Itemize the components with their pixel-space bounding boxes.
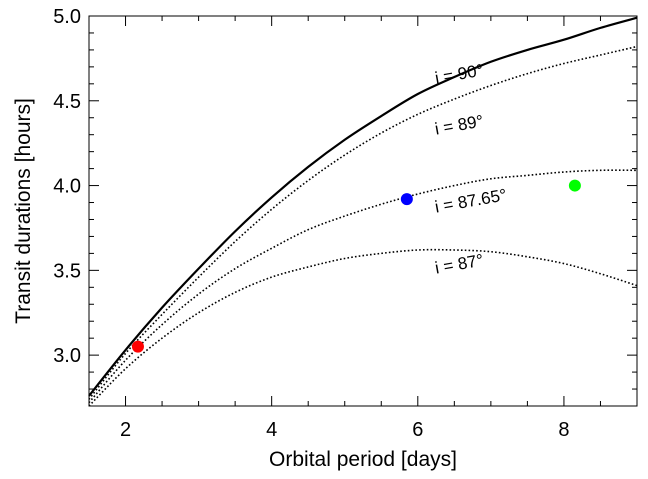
- data-point-2: [568, 179, 581, 192]
- y-axis-label: Transit durations [hours]: [12, 98, 35, 324]
- y-tick-label: 3.5: [53, 260, 81, 282]
- x-tick-label: 2: [120, 419, 131, 441]
- plot-frame-group: [88, 15, 638, 407]
- series-line-1: [88, 45, 638, 400]
- x-tick-label: 8: [558, 419, 569, 441]
- data-point-1: [400, 193, 413, 206]
- y-tick-label: 5.0: [53, 6, 81, 28]
- plot-frame: [88, 15, 638, 407]
- series-line-0: [88, 16, 638, 397]
- x-tick-label: 6: [412, 419, 423, 441]
- y-tick-label: 3.0: [53, 345, 81, 367]
- y-tick-label: 4.5: [53, 91, 81, 113]
- y-tick-label: 4.0: [53, 176, 81, 198]
- tick-labels-group: 2 4 6 8 3.0 3.5 4.0 4.5 5.0: [53, 6, 569, 441]
- x-tick-label: 4: [266, 419, 277, 441]
- x-axis-label: Orbital period [days]: [269, 448, 457, 471]
- curves-group: [88, 16, 638, 407]
- curve-annotation-3: i = 87°: [433, 250, 484, 277]
- series-line-2: [88, 169, 638, 404]
- annotations-group: i = 90° i = 89° i = 87.65° i = 87°: [433, 61, 508, 278]
- curve-annotation-2: i = 87.65°: [433, 185, 508, 216]
- points-group: [131, 179, 581, 353]
- data-point-0: [131, 340, 144, 353]
- ticks-group: [88, 15, 638, 407]
- curve-annotation-1: i = 89°: [433, 111, 484, 138]
- series-line-3: [88, 248, 638, 407]
- curve-annotation-0: i = 90°: [433, 61, 484, 88]
